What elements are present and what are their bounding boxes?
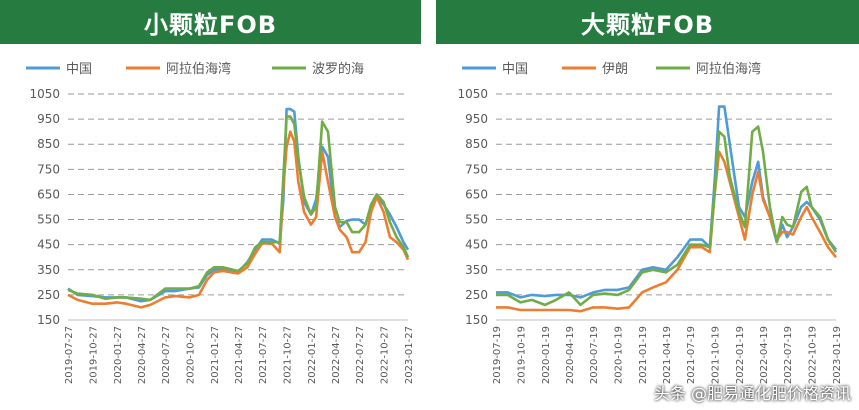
chart-title: 大颗粒FOB xyxy=(436,0,859,44)
x-tick-label: 2021-01-27 xyxy=(210,326,221,384)
series-line xyxy=(496,125,838,307)
y-tick-label: 450 xyxy=(37,238,60,252)
y-tick-label: 1050 xyxy=(457,87,488,101)
x-tick-label: 2019-07-27 xyxy=(64,326,75,384)
chart-large-granular: 150 250 350 450 550 650 750 850 950 1050 2019-07-1… xyxy=(457,61,843,384)
y-tick-label: 350 xyxy=(37,263,60,277)
y-tick-label: 750 xyxy=(465,162,488,176)
y-tick-label: 450 xyxy=(465,238,488,252)
y-tick-label: 650 xyxy=(465,187,488,201)
x-tick-label: 2020-10-19 xyxy=(614,326,625,384)
x-tick-label: 2022-04-19 xyxy=(759,326,770,384)
x-tick-label: 2020-10-27 xyxy=(186,326,197,384)
legend-label: 阿拉伯海湾 xyxy=(696,61,761,77)
x-tick-label: 2021-10-27 xyxy=(283,326,294,384)
x-tick-label: 2019-07-19 xyxy=(492,326,503,384)
chart-title: 小颗粒FOB xyxy=(0,0,421,44)
y-tick-label: 750 xyxy=(37,162,60,176)
x-tick-label: 2020-04-19 xyxy=(565,326,576,384)
chart-panel-large-granular: 大颗粒FOB 150 250 350 450 550 650 750 850 950 1050 20… xyxy=(436,0,859,410)
x-tick-label: 2022-10-19 xyxy=(808,326,819,384)
watermark: 头条 @肥易通化肥价格资讯 xyxy=(653,384,851,403)
x-tick-label: 2019-10-19 xyxy=(516,326,527,384)
x-tick-label: 2020-04-27 xyxy=(137,326,148,384)
x-tick-label: 2023-01-27 xyxy=(404,326,415,384)
legend-label: 中国 xyxy=(66,62,92,77)
x-tick-label: 2022-04-27 xyxy=(331,326,342,384)
legend-label: 阿拉伯海湾 xyxy=(166,61,231,77)
legend-label: 伊朗 xyxy=(602,62,628,77)
series-line xyxy=(496,150,838,313)
x-tick-label: 2022-01-27 xyxy=(307,326,318,384)
legend-label: 中国 xyxy=(502,62,528,77)
x-tick-label: 2022-07-27 xyxy=(355,326,366,384)
x-tick-label: 2022-01-19 xyxy=(735,326,746,384)
x-tick-label: 2021-04-27 xyxy=(234,326,245,384)
y-tick-label: 850 xyxy=(465,137,488,151)
x-tick-label: 2021-01-19 xyxy=(638,326,649,384)
y-tick-label: 650 xyxy=(37,187,60,201)
y-tick-label: 150 xyxy=(465,313,488,327)
series-line xyxy=(67,115,410,302)
y-tick-label: 250 xyxy=(37,288,60,302)
x-tick-label: 2020-01-19 xyxy=(541,326,552,384)
legend-label: 波罗的海 xyxy=(312,61,364,77)
x-tick-label: 2023-01-19 xyxy=(832,326,843,384)
y-tick-label: 1050 xyxy=(29,87,60,101)
y-tick-label: 350 xyxy=(465,263,488,277)
x-tick-label: 2021-10-19 xyxy=(711,326,722,384)
y-tick-label: 250 xyxy=(465,288,488,302)
x-tick-label: 2022-10-27 xyxy=(380,326,391,384)
chart-small-granular: 150 250 350 450 550 650 750 850 950 1050 2019-07-2… xyxy=(26,61,415,384)
y-tick-label: 550 xyxy=(465,213,488,227)
x-tick-label: 2021-04-19 xyxy=(662,326,673,384)
x-tick-label: 2019-10-27 xyxy=(88,326,99,384)
series-line xyxy=(496,105,838,299)
x-tick-label: 2020-07-19 xyxy=(589,326,600,384)
x-tick-label: 2021-07-27 xyxy=(258,326,269,384)
x-tick-label: 2020-07-27 xyxy=(161,326,172,384)
x-tick-label: 2020-01-27 xyxy=(113,326,124,384)
y-tick-label: 150 xyxy=(37,313,60,327)
y-tick-label: 950 xyxy=(465,112,488,126)
y-tick-label: 950 xyxy=(37,112,60,126)
chart-panel-small-granular: 小颗粒FOB 150 250 350 450 550 650 750 850 950 1050 20… xyxy=(0,0,421,410)
y-tick-label: 850 xyxy=(37,137,60,151)
y-tick-label: 550 xyxy=(37,213,60,227)
x-tick-label: 2021-07-19 xyxy=(686,326,697,384)
x-tick-label: 2022-07-19 xyxy=(783,326,794,384)
